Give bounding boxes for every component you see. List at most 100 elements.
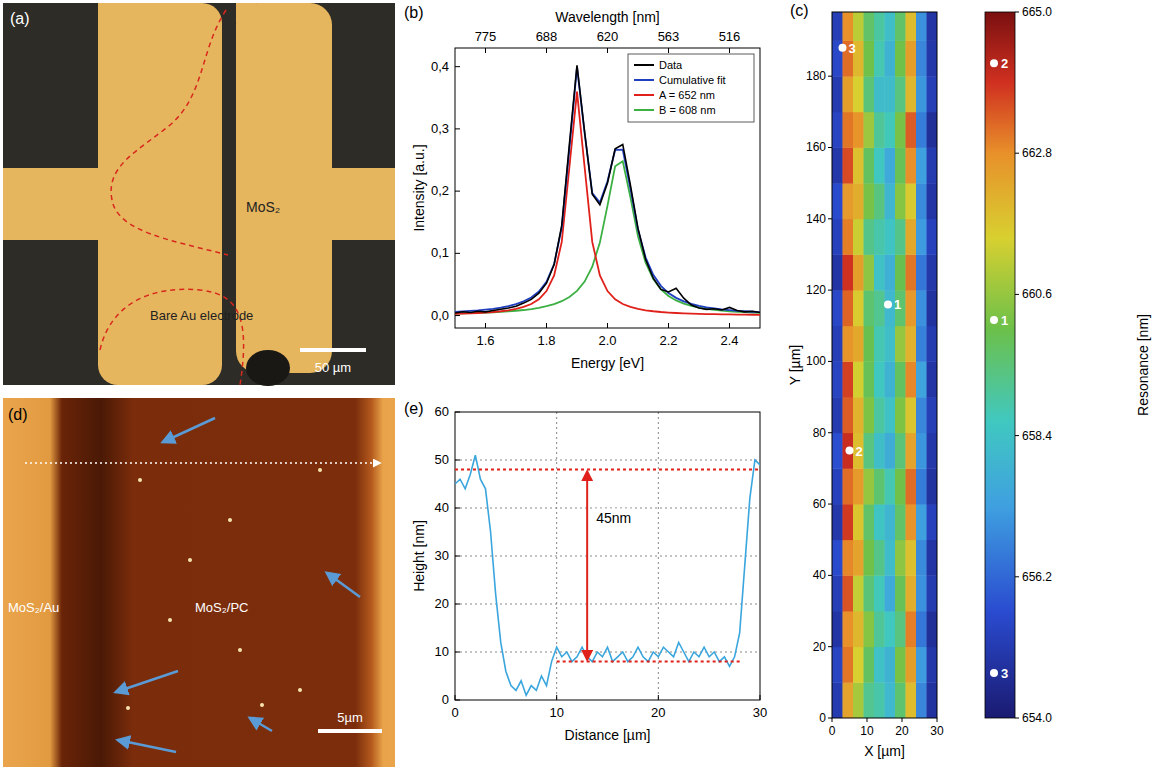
tick-label: 20 [651, 705, 665, 720]
heat-cell [864, 504, 875, 540]
heat-cell [927, 433, 938, 469]
speck [260, 703, 264, 707]
point-label: 2 [856, 444, 863, 459]
tick-label: 180 [806, 69, 826, 83]
tick [760, 695, 761, 700]
heat-cell [916, 326, 927, 362]
tick-label: 20 [435, 596, 449, 611]
heat-cell [874, 682, 885, 718]
scale-bar [318, 729, 382, 733]
heat-cell [832, 147, 843, 183]
heat-cell [853, 290, 864, 326]
heat-cell [874, 290, 885, 326]
heat-cell [895, 147, 906, 183]
pointer-arrow [118, 740, 176, 752]
tick [668, 48, 669, 53]
speck [318, 468, 322, 472]
tick [455, 128, 460, 129]
series-line [455, 67, 760, 312]
electrode-arm [320, 168, 395, 240]
heat-cell [853, 326, 864, 362]
heat-cell [864, 254, 875, 290]
heat-cell [906, 326, 917, 362]
legend-label: A = 652 nm [659, 89, 715, 101]
legend-swatch [634, 64, 654, 66]
heat-cell [906, 575, 917, 611]
plot-frame [455, 48, 760, 328]
heat-cell [843, 290, 854, 326]
heat-cell [916, 254, 927, 290]
heat-cell [853, 647, 864, 683]
heat-cell [895, 41, 906, 77]
colorbar [985, 12, 1015, 718]
heat-cell [895, 361, 906, 397]
heat-cell [895, 76, 906, 112]
heat-cell [874, 361, 885, 397]
heat-cell [895, 326, 906, 362]
heat-cell [885, 12, 896, 41]
tick [455, 695, 456, 700]
tick [607, 48, 608, 53]
heat-cell [843, 468, 854, 504]
heat-cell [864, 433, 875, 469]
tick-label: 50 [435, 452, 449, 467]
heat-cell [906, 504, 917, 540]
heat-cell [927, 290, 938, 326]
heat-cell [916, 76, 927, 112]
axis-title: X [µm] [864, 743, 905, 759]
axis-title: Intensity [a.u.] [411, 144, 427, 231]
heat-cell [843, 76, 854, 112]
data-group [455, 455, 760, 695]
chart-0: 1.61.82.02.22.4775688620563516Wavelength… [404, 4, 760, 371]
tick [1015, 153, 1019, 154]
annotation: 45nm [596, 510, 631, 526]
tick-label: 563 [658, 29, 680, 44]
tick-label: 20 [813, 640, 827, 654]
pointer-arrow [327, 573, 360, 597]
speck [126, 706, 130, 710]
heat-cell [832, 575, 843, 611]
tick-label: 0,2 [431, 183, 449, 198]
tick-label: 120 [806, 283, 826, 297]
heat-cell [916, 41, 927, 77]
heat-cell [874, 76, 885, 112]
heat-cell [874, 254, 885, 290]
heat-cell [916, 647, 927, 683]
heat-cell [843, 219, 854, 255]
heat-cell [843, 504, 854, 540]
tick-label: 30 [435, 548, 449, 563]
tick-label: 658.4 [1022, 429, 1052, 443]
heat-cell [927, 147, 938, 183]
heat-cell [927, 647, 938, 683]
heat-cell [895, 468, 906, 504]
speck [138, 478, 142, 482]
tick [1015, 294, 1019, 295]
heat-cell [874, 219, 885, 255]
legend-swatch [634, 79, 654, 81]
tick [1015, 12, 1019, 13]
heat-cell [874, 540, 885, 576]
heat-cell [906, 112, 917, 148]
heat-cell [853, 682, 864, 718]
tick [485, 323, 486, 328]
legend: DataCumulative fitA = 652 nmB = 608 nm [628, 54, 754, 122]
label: 50 µm [315, 360, 351, 375]
electrode [98, 3, 222, 385]
heat-cell [916, 682, 927, 718]
tick-label: 1.6 [476, 333, 494, 348]
heat-cell [864, 76, 875, 112]
heat-cell [874, 433, 885, 469]
heat-cell [853, 12, 864, 41]
panel-label: (b) [404, 4, 424, 21]
heat-cell [843, 575, 854, 611]
tick [556, 695, 557, 700]
legend-box [628, 54, 754, 122]
tick-label: 2.4 [720, 333, 738, 348]
heat-cell [885, 361, 896, 397]
panel-label: (c) [790, 2, 809, 19]
heat-cell [916, 504, 927, 540]
heat-cell [853, 183, 864, 219]
heat-cell [906, 12, 917, 41]
heat-cell [874, 611, 885, 647]
heat-cell [843, 540, 854, 576]
